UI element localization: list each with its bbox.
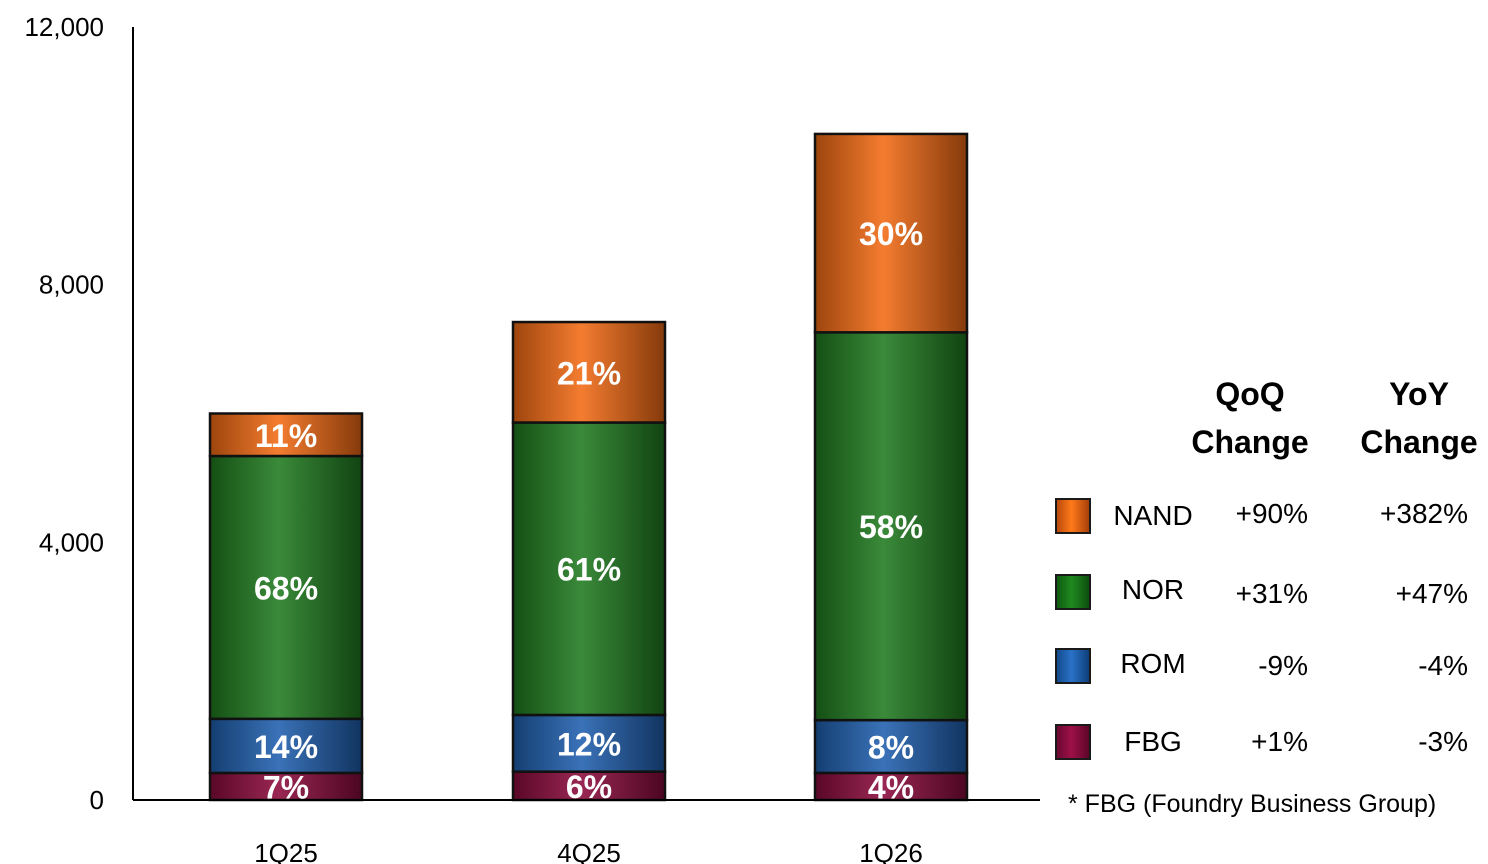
x-tick-label: 1Q25 [254, 838, 318, 864]
bar-nand-4q25 [511, 320, 667, 424]
fbg-label: FBG [1124, 726, 1182, 757]
yoy-header-line2: Change [1360, 424, 1478, 460]
fbg-qoq: +1% [1251, 726, 1308, 757]
legend-row-fbg: FBG +1% -3% [0, 724, 1488, 764]
nor-swatch [1055, 574, 1091, 610]
qoq-change-header: QoQ Change [1180, 370, 1320, 466]
fbg-yoy: -3% [1418, 726, 1468, 757]
bar-fbg-1q26 [813, 771, 969, 802]
data-label-rom-4q25: 12% [557, 726, 621, 762]
rom-swatch [1055, 648, 1091, 684]
nor-label: NOR [1121, 574, 1185, 605]
yoy-change-header: YoY Change [1350, 370, 1488, 466]
x-tick-label: 4Q25 [557, 838, 621, 864]
nor-qoq: +31% [1235, 578, 1308, 609]
rom-label: ROM [1120, 648, 1186, 679]
legend-row-nand: NAND +90% +382% [0, 498, 1488, 538]
data-label-nor-1q26: 58% [859, 509, 923, 545]
bar-nor-4q25 [511, 421, 667, 717]
bars-group: 7%14%68%11%6%12%61%21%4%8%58%30% [208, 132, 969, 805]
nand-qoq: +90% [1235, 498, 1308, 529]
y-tick-label: 4,000 [39, 527, 104, 557]
bar-nand-1q25 [208, 412, 364, 458]
bar-rom-1q25 [208, 717, 364, 775]
legend-row-rom: ROM -9% -4% [0, 648, 1488, 688]
bar-rom-4q25 [511, 713, 667, 773]
nor-yoy: +47% [1395, 578, 1468, 609]
footnote: * FBG (Foundry Business Group) [1068, 790, 1437, 818]
axes-group: 1Q25 4Q25 1Q26 0 4,000 8,000 12,000 [24, 12, 1040, 864]
fbg-swatch [1055, 724, 1091, 760]
y-tick-label: 8,000 [39, 270, 104, 300]
qoq-header-line2: Change [1191, 424, 1309, 460]
nand-yoy: +382% [1380, 498, 1468, 529]
legend-row-nor: NOR +31% +47% [0, 574, 1488, 614]
x-tick-label: 1Q26 [859, 838, 923, 864]
data-label-fbg-4q25: 6% [566, 769, 612, 805]
bar-nand-1q26 [813, 132, 969, 334]
bar-rom-1q26 [813, 718, 969, 775]
qoq-header-line1: QoQ [1215, 376, 1285, 412]
data-label-rom-1q25: 14% [254, 729, 318, 765]
data-label-nor-4q25: 61% [557, 552, 621, 588]
data-label-rom-1q26: 8% [868, 730, 914, 766]
yoy-header-line1: YoY [1389, 376, 1449, 412]
data-label-nand-1q25: 11% [255, 418, 317, 454]
data-label-nor-1q25: 68% [254, 570, 318, 606]
data-label-nand-1q26: 30% [859, 216, 923, 252]
y-tick-label: 12,000 [24, 12, 104, 42]
rom-yoy: -4% [1418, 650, 1468, 681]
data-label-nand-4q25: 21% [557, 355, 621, 391]
nand-swatch [1055, 498, 1091, 534]
rom-qoq: -9% [1258, 650, 1308, 681]
y-tick-label: 0 [90, 785, 104, 815]
nand-label: NAND [1113, 500, 1193, 531]
